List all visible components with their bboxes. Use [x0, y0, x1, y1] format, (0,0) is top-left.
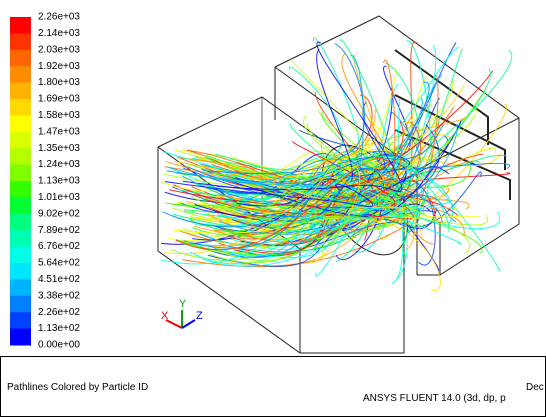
color-swatch: [10, 328, 31, 346]
pathline: [220, 59, 396, 243]
pathline: [194, 150, 388, 228]
color-swatch: [10, 213, 31, 231]
color-swatch: [10, 197, 31, 215]
footer-title: Pathlines Colored by Particle ID: [7, 382, 149, 393]
pathline: [213, 156, 449, 249]
color-swatch: [10, 99, 31, 116]
pathline: [217, 162, 361, 263]
pathline: [187, 158, 417, 186]
colorbar-label: 1.92e+03: [38, 61, 80, 72]
colorbar-label: 6.76e+02: [38, 241, 80, 252]
z-axis-arrow: [181, 319, 196, 329]
pathline: [172, 42, 457, 231]
pathline: [217, 150, 375, 211]
x-axis-arrow: [165, 319, 183, 329]
colorbar-label: 1.47e+03: [38, 126, 80, 137]
pathline: [164, 181, 374, 208]
pathline: [202, 108, 378, 180]
footer-solver: ANSYS FLUENT 14.0 (3d, dp, p: [363, 393, 506, 404]
pathline: [173, 160, 423, 239]
z-axis-label: Z: [196, 310, 203, 322]
color-swatch: [10, 230, 31, 248]
pathline: [203, 198, 414, 220]
pathline: [183, 42, 365, 249]
colorbar-label: 3.38e+02: [38, 290, 80, 301]
colorbar-label: 1.13e+03: [38, 176, 80, 187]
color-swatch: [10, 66, 31, 84]
color-swatch: [10, 279, 31, 297]
graphics-view: 2.26e+03 2.14e+03 2.03e+03 1.92e+03 1.80e+03…: [10, 12, 520, 354]
color-swatch: [10, 246, 31, 264]
footer-date: Dec: [526, 382, 544, 393]
color-swatch: [10, 49, 31, 67]
color-swatch: [10, 115, 31, 133]
pathline: [219, 176, 363, 277]
pathline: [205, 184, 373, 219]
colorbar-label: 7.89e+02: [38, 225, 80, 236]
baffle: [394, 49, 489, 145]
colorbar-label: 1.24e+03: [38, 159, 80, 170]
pathline: [227, 120, 462, 218]
pathline: [195, 194, 441, 291]
color-swatch: [10, 131, 31, 149]
colorbar-label: 5.64e+02: [38, 258, 80, 269]
pathline: [217, 168, 450, 233]
pathline: [236, 157, 378, 263]
colorbar-label: 2.26e+03: [38, 12, 80, 23]
colorbar-label: 1.13e+02: [38, 323, 80, 334]
color-swatch: [10, 33, 31, 51]
colorbar-label: 1.01e+03: [38, 192, 80, 203]
pathline: [173, 216, 480, 234]
pathline: [214, 205, 457, 223]
color-swatch: [10, 148, 31, 166]
box-edge: [274, 15, 520, 276]
colorbar-label: 2.14e+03: [38, 28, 80, 39]
colorbar-label: 2.26e+02: [38, 307, 80, 318]
pathline: [187, 121, 421, 231]
colorbar-label: 1.58e+03: [38, 110, 80, 121]
colorbar-label: 4.51e+02: [38, 274, 80, 285]
pathline: [161, 169, 352, 265]
colorbar: 2.26e+03 2.14e+03 2.03e+03 1.92e+03 1.80e+03…: [10, 12, 80, 351]
color-swatch: [10, 263, 31, 280]
pathline: [165, 84, 465, 255]
pathline: [204, 37, 361, 176]
pathlines: [160, 37, 513, 291]
colorbar-label: 2.03e+03: [38, 44, 80, 55]
color-swatch: [10, 164, 31, 182]
color-swatch: [10, 181, 31, 198]
color-swatch: [10, 312, 31, 330]
pathline: [197, 92, 486, 211]
pathline: [175, 110, 406, 256]
pathline: [190, 104, 433, 212]
pathline: [162, 82, 430, 228]
colorbar-label: 1.35e+03: [38, 143, 80, 154]
color-swatch: [10, 295, 31, 313]
footer-panel: Pathlines Colored by Particle ID Dec ANS…: [0, 356, 546, 417]
colorbar-label: 1.80e+03: [38, 77, 80, 88]
color-swatch: [10, 82, 31, 100]
colorbar-label: 0.00e+00: [38, 340, 80, 351]
y-axis-label: Y: [179, 298, 187, 310]
pathline: [216, 41, 403, 192]
pathline: [162, 151, 424, 215]
x-axis-label: X: [161, 310, 169, 322]
pathline: [224, 192, 425, 237]
axis-triad: X Y Z: [161, 298, 203, 329]
colorbar-label: 9.02e+02: [38, 208, 80, 219]
colorbar-label: 1.69e+03: [38, 94, 80, 105]
color-swatch: [10, 17, 31, 34]
